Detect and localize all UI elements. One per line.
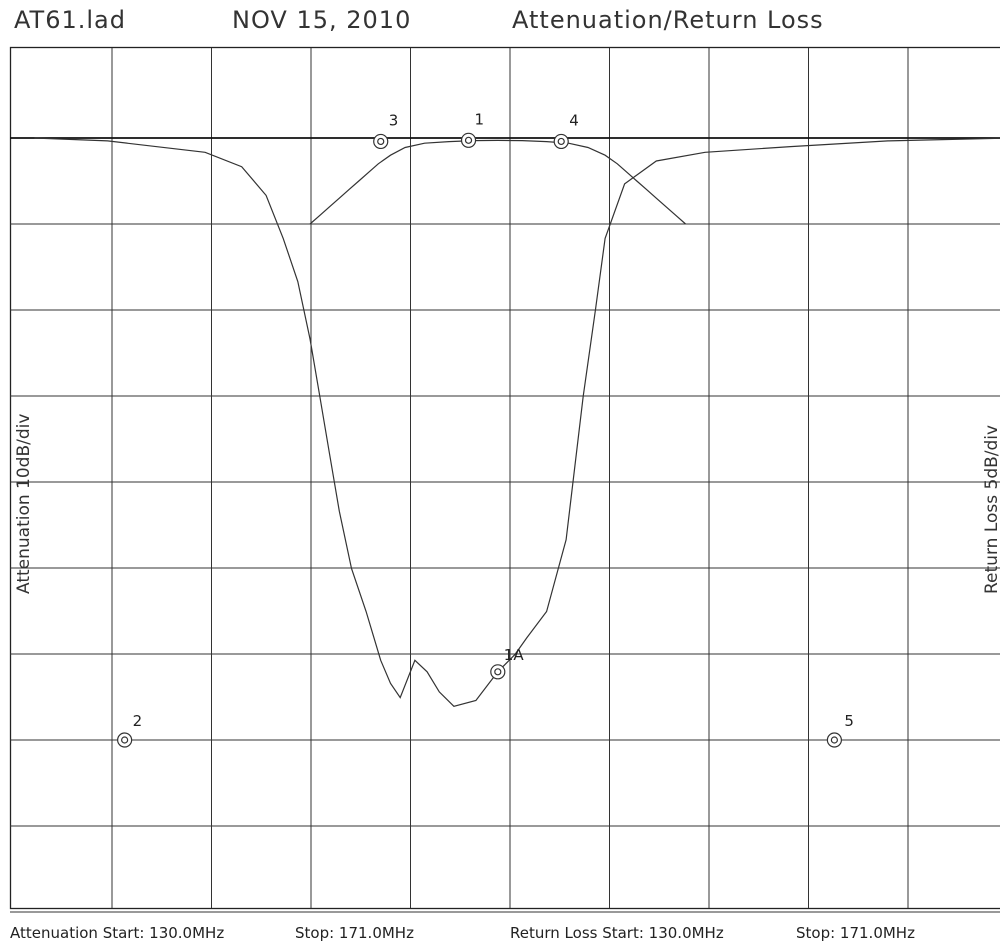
right-axis-label: Return Loss 5dB/div [982, 424, 1000, 594]
attenuation-stop: Stop: 171.0MHz [295, 924, 414, 942]
marker-1: 1 [460, 110, 485, 148]
marker-label-5: 5 [844, 712, 854, 730]
grid [10, 48, 1000, 913]
file-name: AT61.lad [14, 6, 126, 34]
attenuation-start: Attenuation Start: 130.0MHz [10, 924, 225, 942]
marker-1A: 1A [490, 646, 525, 680]
left-axis-label: Attenuation 10dB/div [14, 413, 34, 594]
marker-2: 2 [117, 712, 143, 748]
return-loss-series [34, 137, 1000, 707]
date-label: NOV 15, 2010 [232, 6, 412, 34]
plot-frame [9, 46, 1000, 910]
marker-label-1A: 1A [504, 646, 525, 664]
return-loss-stop: Stop: 171.0MHz [796, 924, 915, 942]
marker-label-1: 1 [475, 110, 485, 128]
attenuation-series [309, 139, 686, 225]
marker-label-2: 2 [133, 712, 143, 730]
marker-5: 5 [826, 712, 854, 748]
marker-label-4: 4 [569, 111, 579, 129]
marker-4: 4 [553, 111, 579, 150]
marker-3: 3 [373, 111, 399, 150]
marker-label-3: 3 [389, 111, 399, 129]
return-loss-start: Return Loss Start: 130.0MHz [510, 924, 724, 942]
chart-title: Attenuation/Return Loss [512, 6, 824, 34]
